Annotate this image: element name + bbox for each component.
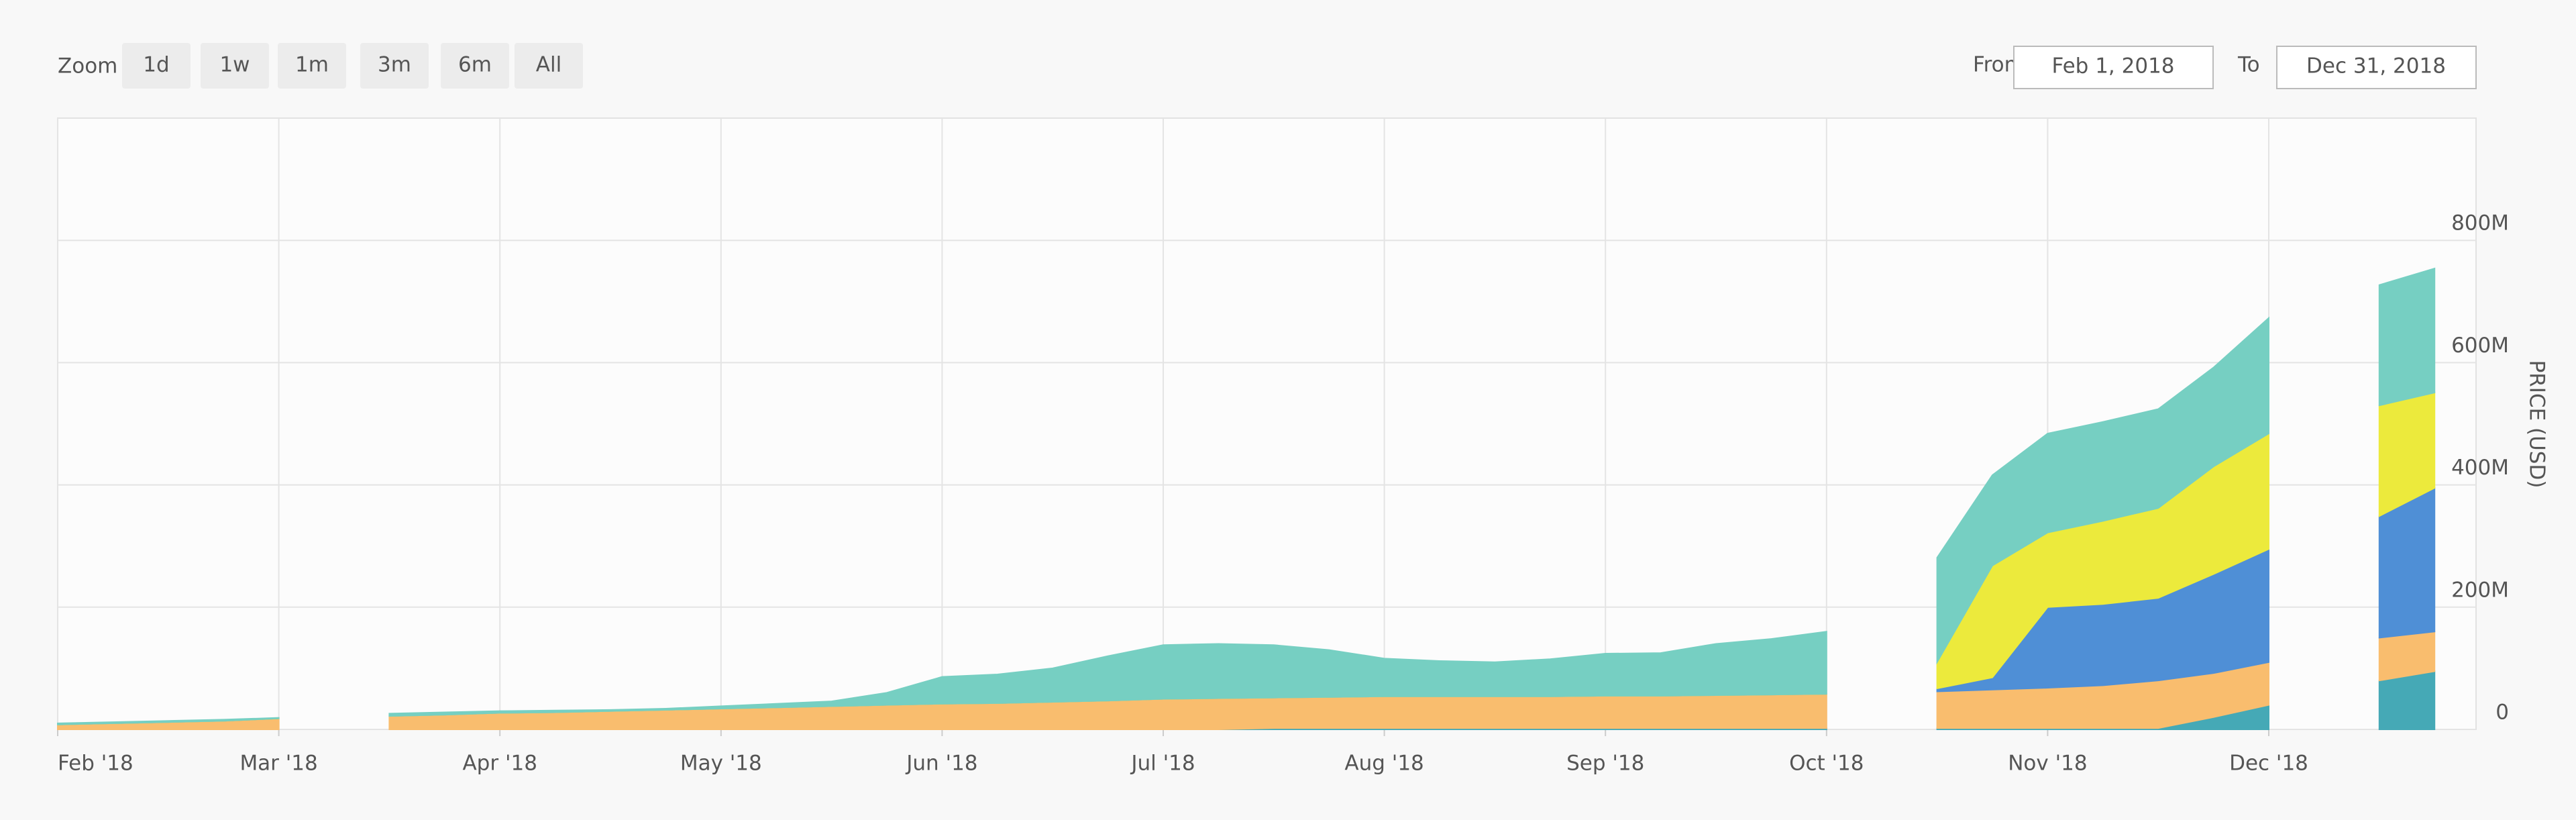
zoom-button-bg[interactable] [278, 43, 346, 89]
zoom-button[interactable]: 1m [278, 43, 346, 89]
zoom-button[interactable]: 3m [360, 43, 429, 89]
zoom-button-bg[interactable] [441, 43, 509, 89]
x-tick-label: Aug '18 [1344, 752, 1424, 776]
zoom-button-label[interactable]: 1d [143, 53, 169, 77]
from-value[interactable]: Feb 1, 2018 [2051, 54, 2174, 79]
y-tick-label: 800M [2451, 211, 2509, 236]
area [57, 631, 2436, 730]
x-tick-label: Jun '18 [905, 752, 977, 776]
x-tick-label: Oct '18 [1789, 752, 1864, 776]
y-tick-label: 400M [2451, 456, 2509, 480]
zoom-button-label[interactable]: All [536, 53, 561, 77]
area [57, 267, 2436, 725]
zoom-button-label[interactable]: 6m [458, 53, 492, 77]
x-tick-label: Jul '18 [1130, 752, 1195, 776]
zoom-button[interactable]: 1w [201, 43, 269, 89]
zoom-button-label[interactable]: 3m [378, 53, 411, 77]
zoom-button-bg[interactable] [515, 43, 583, 89]
to-value[interactable]: Dec 31, 2018 [2306, 54, 2446, 79]
zoom-button-bg[interactable] [122, 43, 191, 89]
y-axis-title: PRICE (USD) [2525, 360, 2549, 489]
zoom-button-label[interactable]: 1m [295, 53, 329, 77]
x-tick-label: Nov '18 [2008, 752, 2087, 776]
zoom-button-label[interactable]: 1w [219, 53, 250, 77]
y-tick-label: 200M [2451, 578, 2509, 602]
x-tick-label: Mar '18 [239, 752, 317, 776]
zoom-label: Zoom [58, 54, 117, 79]
from-input[interactable] [2013, 46, 2214, 89]
to-label: To [2237, 53, 2260, 77]
x-tick-label: Feb '18 [58, 752, 133, 776]
y-tick-label: 0 [2496, 701, 2509, 725]
zoom-button-bg[interactable] [360, 43, 429, 89]
zoom-button[interactable]: 6m [441, 43, 509, 89]
x-tick-label: Apr '18 [462, 752, 537, 776]
x-tick-label: Dec '18 [2229, 752, 2308, 776]
y-tick-label: 600M [2451, 334, 2509, 358]
zoom-button-bg[interactable] [201, 43, 269, 89]
zoom-button[interactable]: All [515, 43, 583, 89]
x-tick-label: May '18 [680, 752, 762, 776]
to-input[interactable] [2276, 46, 2477, 89]
zoom-button[interactable]: 1d [122, 43, 191, 89]
x-tick-label: Sep '18 [1566, 752, 1644, 776]
